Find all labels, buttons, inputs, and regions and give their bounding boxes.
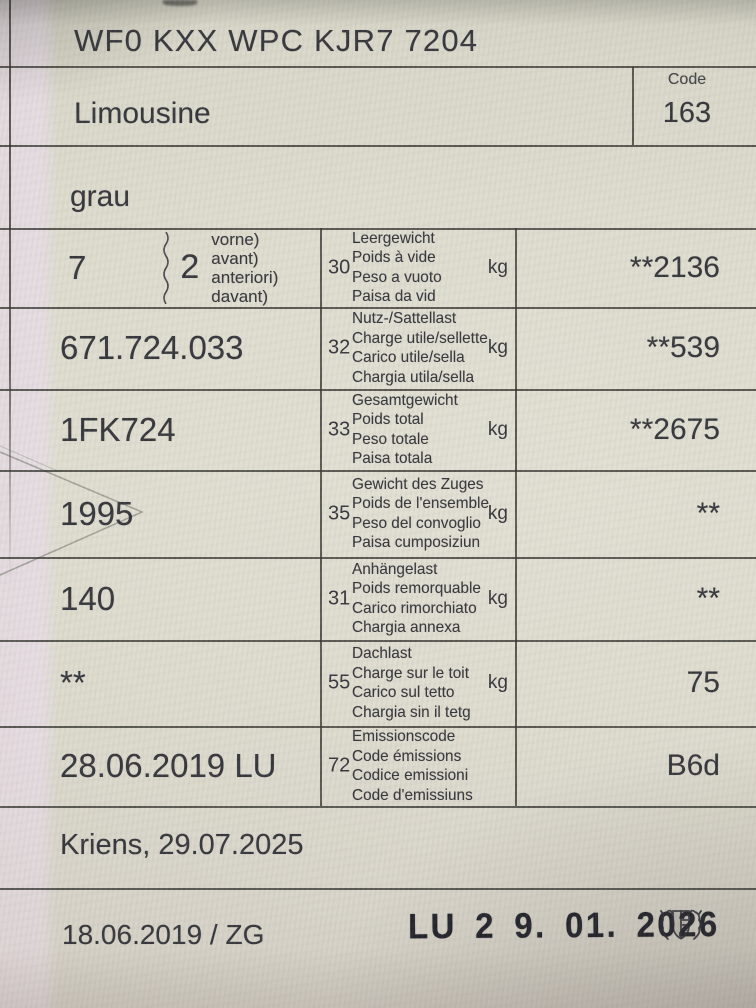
rule-line	[0, 470, 756, 472]
row-value-cell: 140	[60, 579, 116, 617]
table-row-emissionscode: 28.06.2019 LU 72 Emissionscode Code émis…	[0, 726, 756, 806]
field-number: 35	[328, 502, 351, 524]
field-number: 31	[328, 587, 351, 609]
rule-line	[0, 888, 756, 890]
driven-axles: 2	[180, 248, 200, 286]
field-labels: Nutz-/Sattellast Charge utile/sellette C…	[352, 310, 488, 386]
field-labels: Dachlast Charge sur le toit Carico sul t…	[352, 645, 471, 721]
issue-place-date: Kriens, 29.07.2025	[60, 829, 304, 861]
coat-of-arms-stamp-icon	[660, 909, 702, 940]
row-amount: 75	[686, 666, 720, 699]
top-edge-mark	[163, 0, 197, 6]
unit-label: kg	[487, 337, 508, 358]
field-number: 72	[328, 754, 351, 777]
code-box-divider-line	[632, 67, 634, 145]
row-value-cell: 7 2 vorne) avant) anteriori) davant)	[0, 228, 320, 307]
rule-line	[0, 640, 756, 642]
field-label-cell: 55 Dachlast Charge sur le toit Carico su…	[320, 640, 517, 726]
field-label-cell: 72 Emissionscode Code émissions Codice e…	[320, 726, 517, 806]
vin-number: WF0 KXX WPC KJR7 7204	[74, 23, 479, 58]
field-labels: Gewicht des Zuges Poids de l'ensemble Pe…	[352, 475, 489, 552]
row-value-cell: 28.06.2019 LU	[60, 747, 277, 784]
code-value: 163	[662, 97, 712, 129]
unit-label: kg	[487, 256, 508, 278]
row-amount: **	[696, 496, 720, 530]
vertical-wavy-brace-icon	[163, 231, 170, 304]
field-labels: Anhängelast Poids remorquable Carico rim…	[352, 560, 481, 637]
field-labels: Gesamtgewicht Poids total Peso totale Pa…	[352, 391, 458, 468]
row-amount: **	[696, 581, 720, 615]
table-row-anhaengelast: 140 31 Anhängelast Poids remorquable Car…	[0, 557, 756, 640]
field-label-cell: 32 Nutz-/Sattellast Charge utile/sellett…	[320, 307, 517, 389]
unit-label: kg	[487, 587, 508, 609]
field-labels: Emissionscode Code émissions Codice emis…	[352, 728, 473, 804]
unit-label: kg	[487, 672, 508, 693]
axle-position-labels: vorne) avant) anteriori) davant)	[211, 229, 279, 306]
field-number: 55	[328, 671, 351, 694]
table-row-gesamtgewicht: 1FK724 33 Gesamtgewicht Poids total Peso…	[0, 389, 756, 470]
row-value-cell: 671.724.033	[60, 329, 244, 366]
vehicle-type: Limousine	[74, 97, 211, 130]
left-margin-line	[9, 0, 11, 580]
rule-line	[0, 389, 756, 391]
field-number: 32	[328, 336, 351, 359]
table-row-leergewicht: 7 2 vorne) avant) anteriori) davant) 30 …	[0, 228, 756, 307]
row-amount: **2136	[629, 250, 720, 284]
unit-label: kg	[487, 418, 508, 440]
rule-line	[0, 726, 756, 728]
field-label-cell: 35 Gewicht des Zuges Poids de l'ensemble…	[320, 470, 517, 557]
field-label-cell: 31 Anhängelast Poids remorquable Carico …	[320, 557, 517, 640]
vehicle-color: grau	[70, 180, 131, 213]
field-labels: Leergewicht Poids à vide Peso a vuoto Pa…	[352, 229, 442, 306]
rule-line	[0, 806, 756, 808]
field-number: 30	[328, 256, 351, 278]
table-row-nutzlast: 671.724.033 32 Nutz-/Sattellast Charge u…	[0, 307, 756, 389]
rule-line	[0, 66, 756, 68]
code-label: Code	[667, 71, 707, 88]
row-value-cell: **	[60, 664, 86, 701]
table-row-zuggewicht: 1995 35 Gewicht des Zuges Poids de l'ens…	[0, 470, 756, 557]
field-label-cell: 33 Gesamtgewicht Poids total Peso totale…	[320, 389, 517, 470]
row-amount: **2675	[629, 412, 720, 446]
table-row-dachlast: ** 55 Dachlast Charge sur le toit Carico…	[0, 640, 756, 726]
first-registration-date: 18.06.2019 / ZG	[62, 919, 265, 950]
row-amount: B6d	[666, 749, 720, 782]
field-label-cell: 30 Leergewicht Poids à vide Peso a vuoto…	[320, 228, 517, 307]
unit-label: kg	[487, 502, 508, 524]
row-amount: **539	[646, 331, 720, 364]
rule-line	[0, 557, 756, 559]
rule-line	[0, 145, 756, 147]
left-strip-fade	[0, 748, 58, 1008]
axle-count: 7	[68, 248, 87, 286]
row-value-cell: 1995	[60, 494, 134, 532]
row-value-cell: 1FK724	[60, 410, 176, 448]
rule-line	[0, 228, 756, 230]
field-number: 33	[328, 418, 351, 440]
rule-line	[0, 307, 756, 309]
